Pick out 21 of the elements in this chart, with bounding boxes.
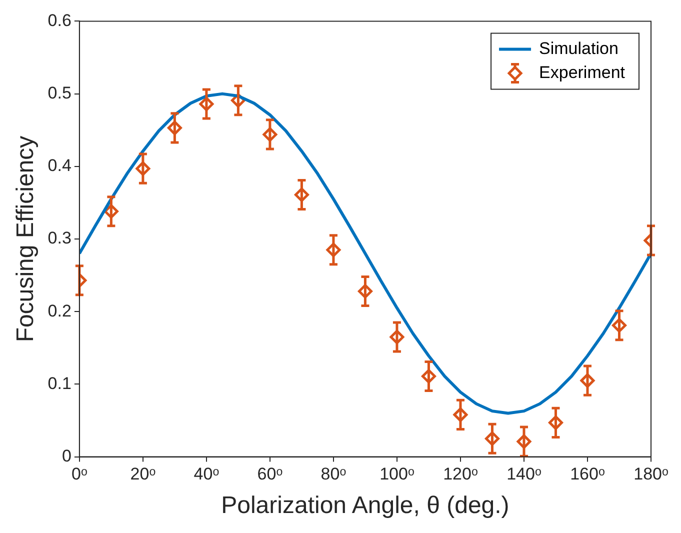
y-tick-label: 0 [62, 446, 72, 466]
y-tick-label: 0.6 [48, 10, 72, 30]
x-axis-title: Polarization Angle, θ (deg.) [221, 492, 510, 520]
x-tick-label: 140ᵒ [506, 464, 542, 484]
x-tick-label: 120ᵒ [443, 464, 478, 484]
x-tick-label: 60ᵒ [257, 464, 283, 484]
x-tick-label: 180ᵒ [634, 464, 668, 484]
x-tick-label: 20ᵒ [130, 464, 156, 484]
legend-label: Experiment [539, 62, 626, 82]
y-tick-label: 0.4 [48, 156, 72, 176]
legend-label: Simulation [539, 38, 618, 58]
x-tick-label: 80ᵒ [320, 464, 346, 484]
y-tick-label: 0.2 [48, 301, 72, 320]
y-tick-label: 0.1 [48, 374, 72, 393]
y-tick-label: 0.5 [48, 83, 72, 102]
x-tick-label: 160ᵒ [570, 464, 605, 484]
y-tick-label: 0.3 [48, 228, 72, 248]
x-tick-label: 40ᵒ [194, 464, 220, 484]
y-axis-title: Focusing Efficiency [12, 136, 40, 342]
x-tick-label: 0ᵒ [71, 464, 88, 484]
x-tick-label: 100ᵒ [380, 464, 414, 484]
